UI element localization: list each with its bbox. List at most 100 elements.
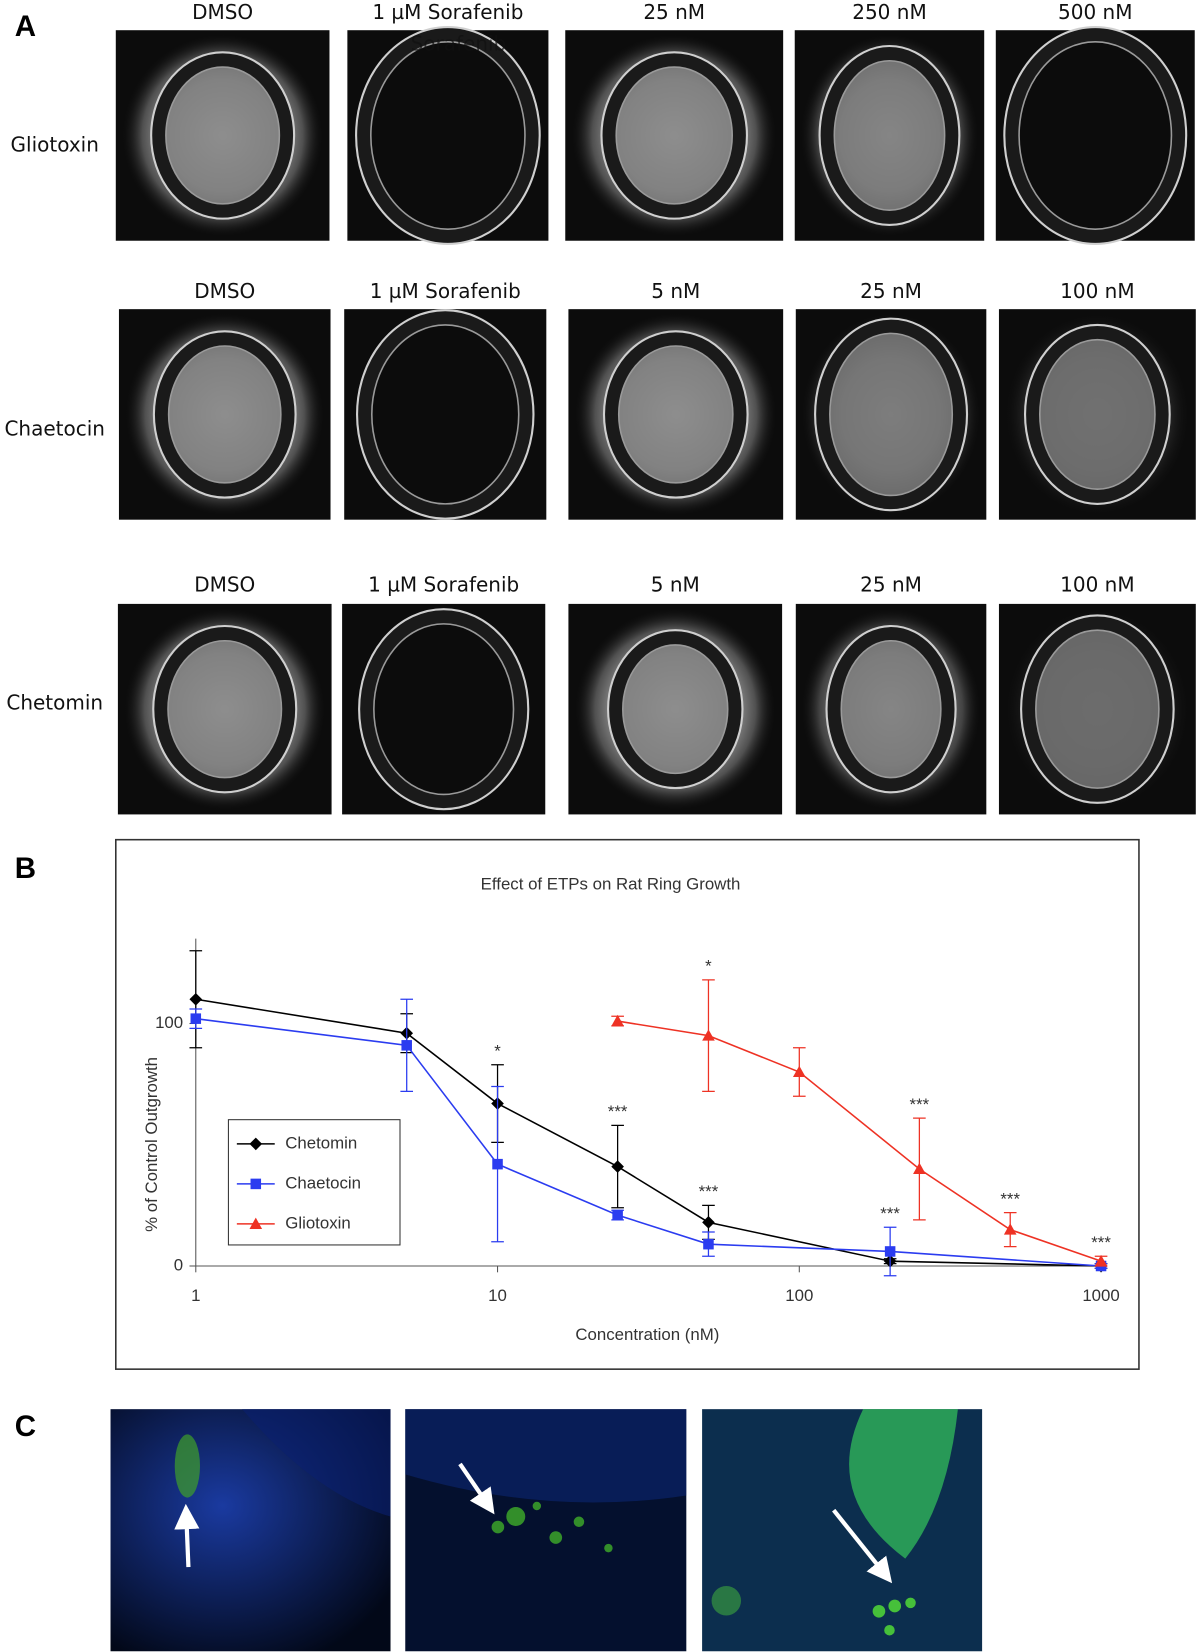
- ring: [1021, 615, 1174, 803]
- column-label: 5 nM: [651, 279, 700, 303]
- column-label: DMSO: [192, 0, 253, 24]
- ring-edge: [150, 51, 296, 220]
- ring-lumen: [1028, 622, 1167, 796]
- ring-lumen: [608, 59, 740, 212]
- legend-label: Chaetocin: [285, 1173, 361, 1192]
- ring-lumen: [826, 53, 952, 218]
- column-label: 1 µM Sorafenib: [370, 279, 521, 303]
- column-label: 25 nM: [860, 279, 922, 303]
- y-tick-label: 0: [174, 1255, 183, 1274]
- ring-edge: [355, 26, 541, 245]
- ring-edge: [833, 59, 946, 212]
- ring-lumen: [160, 633, 289, 785]
- ring-lumen: [161, 338, 289, 491]
- ring-lumen: [833, 633, 949, 785]
- significance-label: ***: [910, 1095, 930, 1114]
- ring-edge: [165, 66, 281, 205]
- marker: [401, 1040, 412, 1051]
- y-tick-label: 100: [155, 1013, 183, 1032]
- cells: [174, 1434, 200, 1498]
- cells: [491, 1501, 613, 1553]
- ring: [151, 52, 295, 219]
- ring-edge: [829, 332, 954, 497]
- ring: [601, 52, 747, 219]
- ring: [1004, 27, 1187, 244]
- arrow: [174, 1503, 200, 1568]
- ring-edge: [1020, 614, 1175, 804]
- marker: [249, 1217, 263, 1229]
- ring: [603, 331, 748, 498]
- row-label: Chetomin: [6, 690, 103, 714]
- legend-label: Gliotoxin: [285, 1213, 350, 1232]
- ring-lumen: [158, 59, 287, 212]
- column-label: 500 nM: [1058, 0, 1132, 24]
- ring-edge: [615, 66, 734, 205]
- ring-edge: [371, 324, 520, 505]
- panel-c: [110, 1409, 983, 1652]
- x-tick-label: 100: [785, 1286, 813, 1305]
- ring-edge: [600, 51, 749, 220]
- row-label: Gliotoxin: [11, 133, 99, 157]
- significance-label: ***: [1091, 1233, 1111, 1252]
- marker: [611, 1014, 624, 1027]
- ring-lumen: [364, 317, 527, 512]
- chart-frame: [115, 838, 1140, 1370]
- marker: [189, 992, 203, 1006]
- ring-edge: [1038, 338, 1156, 490]
- panel-label: C: [15, 1410, 36, 1443]
- y-axis-label: % of Control Outgrowth: [142, 1057, 161, 1232]
- ring-edge: [152, 330, 297, 499]
- column-label: 25 nM: [643, 0, 705, 24]
- ring-edge: [622, 644, 729, 775]
- ring-lumen: [363, 34, 533, 237]
- column-label: DMSO: [194, 573, 255, 597]
- marker: [702, 1029, 715, 1041]
- panel-label: A: [15, 10, 36, 43]
- x-tick-label: 10: [488, 1286, 507, 1305]
- marker: [190, 1013, 202, 1024]
- ring-edge: [356, 309, 535, 520]
- tissue: [405, 1409, 687, 1503]
- column-label: 100 nM: [1060, 279, 1134, 303]
- arrow: [458, 1462, 495, 1515]
- ring-edge: [825, 624, 957, 794]
- ring-edge: [152, 624, 298, 794]
- ring-edge: [1018, 41, 1173, 230]
- marker: [1094, 1254, 1108, 1267]
- marker: [884, 1246, 896, 1257]
- ring-edge: [1003, 26, 1188, 245]
- ring-edge: [370, 41, 526, 230]
- ring: [356, 27, 540, 244]
- panel-label: B: [15, 852, 36, 885]
- marker: [492, 1158, 503, 1170]
- ring-lumen: [1032, 332, 1163, 497]
- ring-edge: [617, 345, 734, 484]
- ring-edge: [167, 345, 282, 484]
- ring: [357, 310, 534, 519]
- row-label: Chaetocin: [4, 417, 105, 441]
- ring: [608, 630, 743, 789]
- significance-label: ***: [880, 1204, 900, 1223]
- column-label: 1 µM Sorafenib: [368, 573, 519, 597]
- ring-lumen: [615, 637, 736, 781]
- ring: [819, 46, 960, 225]
- ring-edge: [373, 623, 515, 796]
- ring-edge: [1023, 323, 1171, 505]
- column-label: 25 nM: [860, 573, 922, 597]
- ring-lumen: [611, 338, 741, 491]
- marker: [250, 1178, 262, 1190]
- significance-label: ***: [699, 1182, 719, 1201]
- ring-edge: [814, 317, 969, 512]
- tissue: [242, 1409, 391, 1517]
- chart-title: Effect of ETPs on Rat Ring Growth: [481, 874, 741, 893]
- column-label: 1 µM Sorafenib: [372, 0, 523, 24]
- ring-edge: [167, 639, 283, 779]
- x-tick-label: 1: [191, 1286, 200, 1305]
- overlap-label: Sorafenib: [411, 31, 507, 55]
- ring: [815, 318, 968, 511]
- significance-label: *: [494, 1042, 501, 1061]
- x-tick-label: 1000: [1082, 1286, 1119, 1305]
- significance-label: ***: [1000, 1189, 1020, 1208]
- ring-lumen: [822, 326, 960, 503]
